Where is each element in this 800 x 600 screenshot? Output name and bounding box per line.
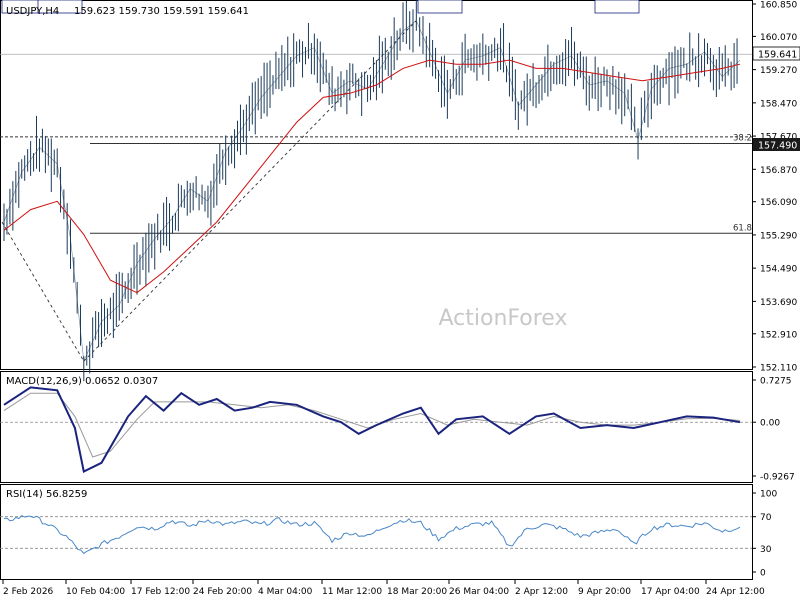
annotation-157.580: 157.580 [598,0,639,3]
current-price-tag-bg [752,46,800,61]
price-tick-label-10: 152.910 [760,330,797,340]
price-tick-label-4: 157.670 [760,133,797,143]
price-annotations: 157.650152.250 160.450 157.580 [1,0,640,14]
time-tick-label-2: 17 Feb 12:00 [131,587,190,597]
fib-label-38.2: 38.2 [733,134,752,144]
macd-line [3,386,741,473]
time-tick-label-6: 18 Mar 20:00 [387,587,447,597]
rsi-tick-label-0: 100 [760,490,777,500]
time-axis: 2 Feb 2026 10 Feb 04:00 17 Feb 12:00 24 Feb… [2,580,765,597]
price-tick-label-1: 160.070 [760,33,797,43]
macd-tick-label-1: 0.00 [760,419,780,429]
price-tick-label-7: 155.290 [760,231,797,241]
macd-label: MACD(12,26,9) 0.0652 0.0307 [6,376,158,387]
time-tick-label-0: 2 Feb 2026 [3,587,54,597]
price-tick-label-0: 160.850 [760,1,797,11]
time-tick-label-11: 24 Apr 12:00 [706,587,765,597]
price-tick-label-11: 152.110 [760,364,797,374]
macd-panel-frame [0,371,753,483]
price-tick-label-5: 156.870 [760,166,797,176]
price-series-layer [3,0,741,382]
annotation-box-152.250 [37,0,83,14]
price-tick-label-8: 154.490 [760,265,797,275]
trendline-fall [1,221,85,362]
ohlc-label: 159.623 159.730 159.591 159.641 [74,6,249,17]
price-line [3,20,741,363]
time-tick-label-5: 11 Mar 12:00 [322,587,382,597]
time-tick-label-1: 10 Feb 04:00 [66,587,125,597]
last-price-tag: 157.490 [758,141,797,152]
fib-label-61.8: 61.8 [733,223,752,233]
trendline-rise [83,20,417,362]
price-tick-label-9: 153.690 [760,298,797,308]
price-tick-label-2: 159.270 [760,66,797,76]
current-price-tag: 159.641 [758,50,797,61]
time-tick-label-9: 9 Apr 20:00 [578,587,631,597]
last-price-tag-bg [753,138,800,151]
moving-average-line [3,59,741,294]
watermark: ActionForex [439,306,568,331]
price-axis: 160.850 160.070 159.270 158.470 157.670 156.8… [752,1,797,374]
annotation-160.450: 160.450 [421,0,462,3]
annotation-box-157.580 [594,0,640,14]
macd-layer: 0.7275 0.00 -0.9267 [0,377,795,483]
time-tick-label-10: 17 Apr 04:00 [641,587,700,597]
rsi-layer: 100 70 30 0 [0,490,777,579]
symbol-label: USDJPY,H4 [6,6,59,17]
annotation-box-160.450 [417,0,463,14]
price-panel-frame [0,0,753,370]
rsi-tick-label-1: 70 [760,513,772,523]
price-tick-label-3: 158.470 [760,99,797,109]
rsi-line [3,514,741,555]
rsi-panel-frame [0,484,753,580]
time-tick-label-4: 4 Mar 04:00 [258,587,313,597]
time-tick-label-7: 26 Mar 04:00 [449,587,509,597]
trendlines [1,20,417,362]
annotation-152.250: 152.250 [41,0,82,3]
price-tick-label-6: 156.090 [760,198,797,208]
price-levels: 38.2 61.8 [0,53,752,234]
time-tick-label-8: 2 Apr 12:00 [515,587,568,597]
macd-tick-label-0: 0.7275 [760,377,792,387]
rsi-label: RSI(14) 56.8259 [6,489,87,500]
macd-signal-line [3,392,741,458]
macd-tick-label-2: -0.9267 [760,473,795,483]
rsi-tick-label-3: 0 [760,569,766,579]
rsi-tick-label-2: 30 [760,545,772,555]
time-tick-label-3: 24 Feb 20:00 [193,587,252,597]
annotation-157.650: 157.650 [5,0,46,3]
